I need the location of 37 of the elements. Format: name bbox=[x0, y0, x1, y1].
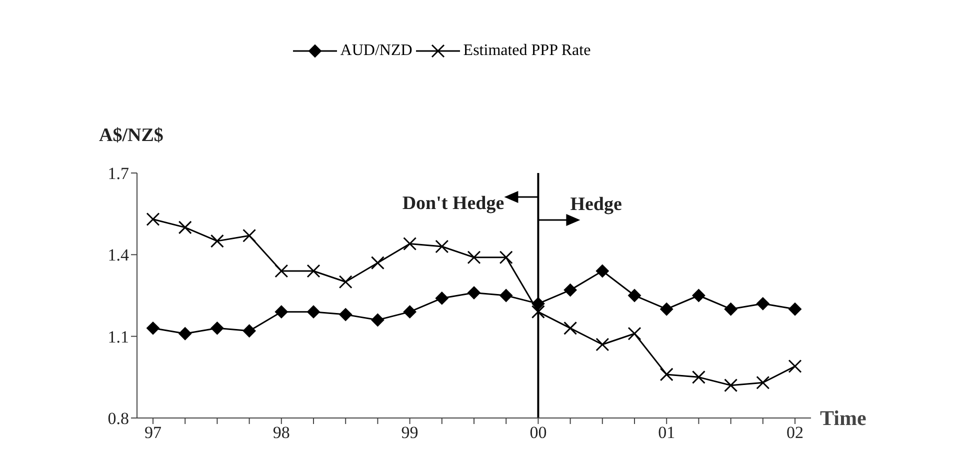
x-axis-title: Time bbox=[820, 406, 866, 431]
x-tick-label: 02 bbox=[786, 423, 804, 442]
point bbox=[756, 297, 770, 310]
y-tick-label: 1.4 bbox=[108, 246, 130, 265]
point bbox=[403, 305, 416, 318]
point bbox=[339, 308, 352, 322]
point bbox=[532, 297, 545, 310]
y-tick-label: 0.8 bbox=[108, 409, 129, 428]
point bbox=[788, 302, 802, 316]
y-tick-label: 1.7 bbox=[108, 164, 130, 184]
point bbox=[692, 289, 706, 302]
point bbox=[596, 264, 609, 278]
point bbox=[500, 289, 513, 302]
point bbox=[660, 302, 674, 316]
point bbox=[564, 284, 577, 297]
x-tick-label: 00 bbox=[530, 423, 547, 442]
point bbox=[724, 302, 738, 316]
legend-label: AUD/NZD bbox=[340, 42, 412, 60]
point bbox=[242, 324, 256, 338]
x-tick-label: 97 bbox=[144, 423, 162, 442]
point bbox=[468, 286, 480, 300]
x-tick-label: 98 bbox=[272, 423, 290, 442]
point bbox=[274, 305, 288, 318]
point bbox=[146, 322, 160, 335]
point bbox=[628, 289, 641, 302]
legend-label: Estimated PPP Rate bbox=[463, 42, 591, 60]
point bbox=[371, 314, 384, 326]
point bbox=[178, 327, 192, 340]
x-tick-label: 99 bbox=[401, 423, 418, 442]
point bbox=[307, 305, 320, 318]
point bbox=[210, 322, 224, 335]
x-tick-label: 01 bbox=[658, 423, 676, 442]
y-axis-title: A$/NZ$ bbox=[99, 125, 164, 147]
annotation: Hedge bbox=[570, 194, 622, 215]
point bbox=[435, 292, 448, 305]
annotation: Don't Hedge bbox=[402, 193, 504, 214]
y-tick-label: 1.1 bbox=[108, 327, 129, 346]
